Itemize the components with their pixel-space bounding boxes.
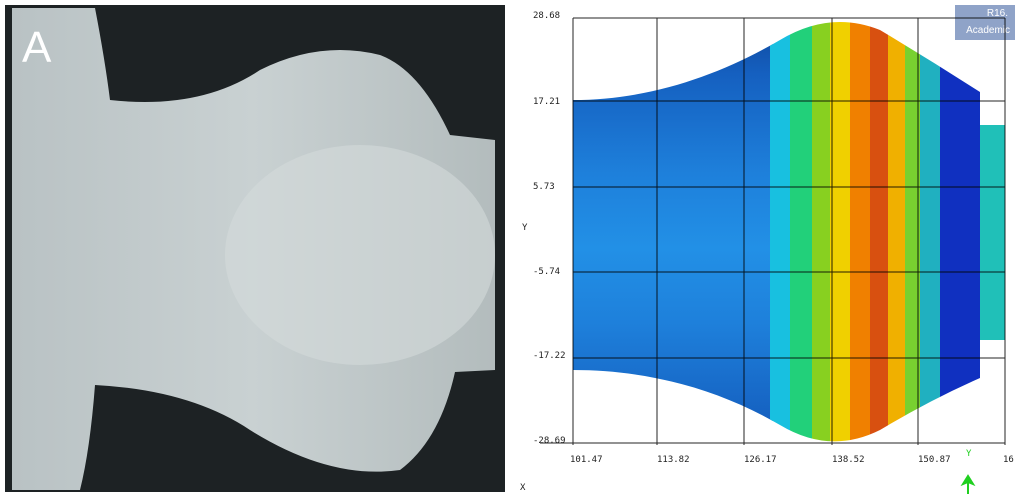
specimen-highlight bbox=[225, 145, 495, 365]
x-axis-label: X bbox=[520, 483, 526, 493]
panel-label: B bbox=[522, 21, 551, 70]
x-tick-label: 16 bbox=[1003, 455, 1014, 465]
panel-a: A bbox=[5, 5, 505, 492]
y-tick-label: -17.22 bbox=[533, 351, 566, 361]
x-tick-label: 126.17 bbox=[744, 455, 777, 465]
x-tick-label: 150.87 bbox=[918, 455, 951, 465]
panel-b: R16. Academic 28.68 17.21 5.73 -5.74 bbox=[515, 0, 1015, 497]
panel-label: A bbox=[22, 23, 52, 72]
header-text: R16. bbox=[987, 8, 1008, 19]
x-tick-label: 113.82 bbox=[657, 455, 690, 465]
x-tick-label: 138.52 bbox=[832, 455, 865, 465]
figure: A R16. Academic 28.68 bbox=[0, 0, 1015, 497]
x-tick-label: 101.47 bbox=[570, 455, 603, 465]
y-axis-label: Y bbox=[522, 223, 528, 233]
y-tick-label: 5.73 bbox=[533, 182, 555, 192]
header-text: Academic bbox=[966, 25, 1010, 36]
y-tick-label: 17.21 bbox=[533, 97, 560, 107]
y-tick-label: -5.74 bbox=[533, 267, 560, 277]
y-tick-label: 28.68 bbox=[533, 11, 560, 21]
stub bbox=[980, 125, 1005, 340]
y-marker: Y bbox=[966, 449, 972, 459]
y-tick-label: -28.69 bbox=[533, 436, 566, 446]
